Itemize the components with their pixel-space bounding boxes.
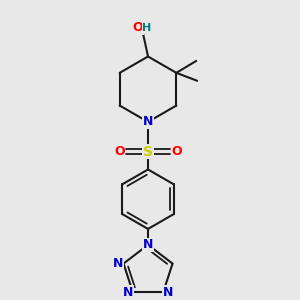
Text: S: S: [143, 145, 153, 159]
Text: O: O: [171, 145, 182, 158]
Text: N: N: [163, 286, 173, 299]
Text: N: N: [143, 238, 153, 251]
Text: O: O: [133, 21, 143, 34]
Text: N: N: [143, 116, 153, 128]
Text: N: N: [123, 286, 133, 299]
Text: H: H: [142, 23, 152, 33]
Text: N: N: [113, 257, 124, 270]
Text: O: O: [114, 145, 124, 158]
